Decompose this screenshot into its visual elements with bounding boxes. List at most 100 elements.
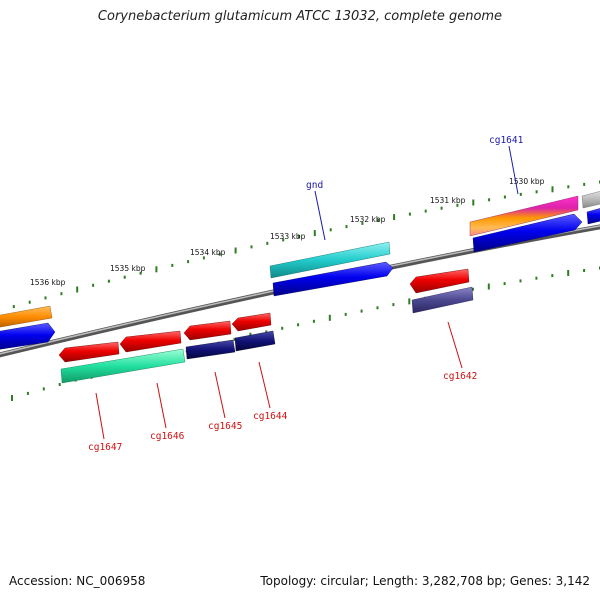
gene-arrow-cg1644[interactable] xyxy=(231,312,272,332)
outer-track-tick xyxy=(393,214,396,221)
inner-track-tick xyxy=(551,274,554,278)
outer-track-tick xyxy=(424,209,427,213)
gene-arrow-blue-edge[interactable] xyxy=(586,207,600,225)
inner-track-tick xyxy=(281,326,284,330)
tick-tracks xyxy=(11,180,600,401)
kbp-label-1530: 1530 kbp xyxy=(509,177,545,186)
outer-track-tick xyxy=(44,296,47,300)
kbp-label-1531: 1531 kbp xyxy=(430,196,466,205)
accession-text: Accession: NC_006958 xyxy=(9,574,146,588)
outer-track-tick xyxy=(107,279,110,283)
inner-track-tick xyxy=(233,337,236,341)
gene-arrow-cg1644-navy[interactable] xyxy=(234,330,276,352)
inner-track-tick xyxy=(265,330,268,334)
outer-track-tick xyxy=(440,206,443,210)
gene-label-cg1641[interactable]: cg1641 xyxy=(489,135,524,146)
outer-track-tick xyxy=(171,263,174,267)
outer-track-tick xyxy=(408,212,411,216)
gene-arrow-cg1642-slate[interactable] xyxy=(411,286,474,314)
outer-track-tick xyxy=(123,275,126,279)
map-title: Corynebacterium glutamicum ATCC 13032, c… xyxy=(97,9,503,24)
gene-label-cg1647[interactable]: cg1647 xyxy=(88,442,122,453)
callout-gnd xyxy=(314,190,326,241)
kbp-label-1533: 1533 kbp xyxy=(270,232,306,241)
gene-callouts xyxy=(95,145,519,440)
outer-track-tick xyxy=(535,190,538,194)
inner-track-tick xyxy=(11,395,13,401)
gene-arrow-blue[interactable] xyxy=(0,322,56,350)
outer-track-tick xyxy=(377,218,380,222)
inner-track-tick xyxy=(535,276,538,280)
gene-arrow-orange[interactable] xyxy=(0,305,53,328)
outer-track-tick xyxy=(266,241,269,245)
inner-track-tick xyxy=(360,309,363,313)
outer-track-tick xyxy=(519,192,522,196)
kbp-scale: 1536 kbp 1535 kbp 1534 kbp 1533 kbp 1532… xyxy=(30,177,545,287)
inner-track-tick xyxy=(297,323,300,327)
gene-label-cg1645[interactable]: cg1645 xyxy=(208,421,242,432)
callout-cg1644 xyxy=(258,361,271,409)
outer-track-tick xyxy=(503,195,506,199)
outer-track-tick xyxy=(488,198,491,202)
inner-track-tick xyxy=(376,306,379,310)
outer-track-tick xyxy=(551,186,554,193)
gene-arrow-cg1641[interactable] xyxy=(472,213,583,253)
inner-track-tick xyxy=(408,298,411,305)
inner-track-tick xyxy=(58,383,61,386)
outer-track-tick xyxy=(298,235,300,238)
inner-track-tick xyxy=(487,283,490,290)
callout-cg1647 xyxy=(95,392,105,440)
outer-track-tick xyxy=(139,271,142,275)
outer-track-tick xyxy=(583,182,586,186)
reverse-strand-genes xyxy=(58,268,474,384)
outer-track-tick xyxy=(76,286,79,293)
outer-track-tick xyxy=(155,266,158,273)
inner-track-tick xyxy=(567,270,570,276)
gene-arrow-gnd-cyan[interactable] xyxy=(269,241,391,279)
gene-arrow-gnd[interactable] xyxy=(272,261,394,297)
outer-track-tick xyxy=(28,300,31,304)
outer-track-tick xyxy=(345,225,348,229)
kbp-label-1536: 1536 kbp xyxy=(30,278,66,287)
inner-track-tick xyxy=(312,319,315,323)
gene-label-gnd[interactable]: gnd xyxy=(306,180,323,191)
gene-label-cg1644[interactable]: cg1644 xyxy=(253,411,288,422)
gene-arrow-cg1645[interactable] xyxy=(183,320,232,341)
inner-track-tick xyxy=(344,312,347,316)
outer-track-tick xyxy=(250,245,253,249)
gene-arrow-cg1646[interactable] xyxy=(119,330,182,353)
gene-arrow-cg1645-navy[interactable] xyxy=(185,339,236,360)
gene-label-cg1646[interactable]: cg1646 xyxy=(150,431,185,442)
inner-track-tick xyxy=(42,387,45,391)
outer-track-tick xyxy=(282,238,285,242)
callout-cg1641 xyxy=(508,145,519,195)
inner-track-tick xyxy=(503,282,506,286)
inner-track-tick xyxy=(26,391,29,395)
inner-track-tick xyxy=(519,279,522,283)
inner-track-tick xyxy=(392,303,395,307)
outer-track-tick xyxy=(12,305,15,309)
outer-track-tick xyxy=(456,203,459,207)
callout-cg1646 xyxy=(156,382,167,429)
outer-track-tick xyxy=(187,260,190,264)
forward-strand-genes xyxy=(0,190,600,350)
outer-track-tick xyxy=(472,199,475,206)
kbp-label-1532: 1532 kbp xyxy=(350,215,386,224)
gene-label-cg1642[interactable]: cg1642 xyxy=(443,371,477,382)
topology-text: Topology: circular; Length: 3,282,708 bp… xyxy=(260,574,590,588)
outer-track-tick xyxy=(329,228,332,232)
gene-labels: cg1641 gnd cg1642 cg1644 cg1645 cg1646 c… xyxy=(88,135,524,453)
outer-track-tick xyxy=(361,221,364,225)
callout-cg1645 xyxy=(214,371,226,419)
callout-cg1642 xyxy=(447,321,463,369)
gene-arrow-grey[interactable] xyxy=(581,190,600,209)
gene-arrow-cg1641-stack[interactable] xyxy=(469,195,579,237)
gene-arrow-cg1642[interactable] xyxy=(409,268,470,294)
kbp-label-1534: 1534 kbp xyxy=(190,248,226,257)
gene-arrow-cg1647-mint[interactable] xyxy=(60,348,186,384)
inner-track-tick xyxy=(328,314,331,321)
outer-track-tick xyxy=(92,283,95,287)
outer-track-tick xyxy=(234,247,237,254)
gene-arrow-cg1647[interactable] xyxy=(58,341,120,363)
